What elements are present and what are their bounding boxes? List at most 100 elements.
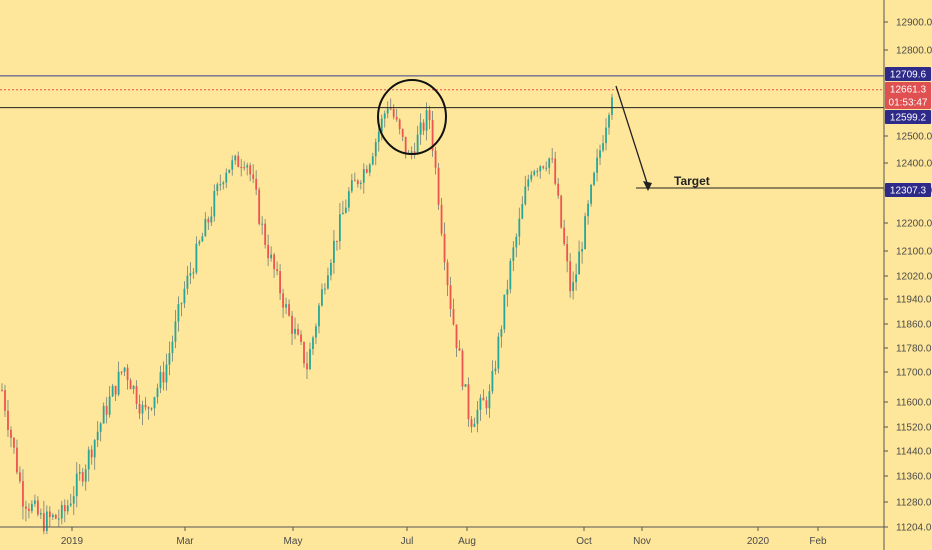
time-tick-label: 2020	[747, 536, 770, 547]
candle-body	[60, 505, 63, 519]
candle-body	[213, 191, 216, 217]
candle-body	[228, 169, 231, 173]
candle-body	[371, 156, 374, 165]
target-arrow-head	[643, 181, 652, 191]
candle-body	[581, 249, 583, 252]
candle-body	[488, 391, 491, 409]
candle-body	[461, 350, 464, 387]
candle-body	[551, 158, 554, 160]
price-tick-label: 12020.0	[896, 272, 932, 283]
highlight-circle[interactable]	[377, 79, 447, 155]
price-tick-label: 11204.0	[896, 523, 932, 534]
time-axis[interactable]: 2019 Mar May Jul Aug Oct Nov 2020 Feb	[61, 527, 827, 547]
candle-body	[297, 328, 299, 335]
candle-body	[102, 405, 105, 424]
time-tick-label: May	[284, 536, 303, 547]
candle-body	[413, 151, 416, 155]
candle-body	[16, 447, 18, 473]
candle-body	[186, 275, 189, 289]
candle-body	[602, 143, 604, 151]
price-tick-label: 12400.0	[896, 159, 932, 170]
levels-layer	[0, 75, 884, 189]
candle-body	[25, 506, 27, 509]
candle-body	[10, 429, 12, 438]
candle-body	[596, 157, 598, 173]
candle-body	[72, 496, 75, 504]
price-tick-label: 11280.0	[896, 498, 932, 509]
candle-body	[33, 500, 36, 504]
candle-body	[344, 207, 347, 213]
candle-body	[99, 423, 102, 432]
candle-body	[611, 97, 613, 115]
price-axis[interactable]: 12900.012800.012500.012400.012300.012200…	[884, 18, 932, 534]
candle-body	[195, 243, 198, 273]
candle-body	[201, 236, 204, 242]
candle-body	[377, 132, 380, 142]
candle-body	[135, 385, 138, 404]
candle-body	[392, 109, 395, 117]
candle-body	[291, 315, 293, 334]
candle-body	[13, 437, 15, 448]
candle-body	[368, 164, 371, 173]
candle-body	[545, 167, 548, 169]
candle-body	[129, 380, 132, 390]
candle-body	[294, 328, 296, 334]
price-badge-label: 12661.3	[890, 85, 927, 96]
candle-body	[255, 178, 258, 190]
annotations-layer: Target	[377, 79, 710, 191]
candle-body	[449, 285, 452, 310]
candle-body	[479, 397, 482, 410]
candle-body	[1, 390, 3, 391]
price-tick-label: 11520.0	[896, 423, 932, 434]
price-tick-label: 11360.0	[896, 472, 932, 483]
candle-body	[383, 113, 386, 119]
candle-body	[318, 305, 320, 327]
candle-body	[54, 514, 57, 519]
candle-body	[19, 472, 21, 482]
candle-body	[96, 431, 99, 441]
price-tick-label: 11940.0	[896, 295, 932, 306]
price-badges: 12709.6 12661.3 01:53:47 12599.2 12307.3	[885, 67, 931, 197]
candle-body	[587, 203, 589, 217]
price-tick-label: 12800.0	[896, 46, 932, 57]
candle-body	[171, 341, 174, 354]
candle-body	[566, 243, 569, 262]
candle-body	[572, 282, 575, 292]
candle-body	[28, 508, 30, 512]
price-badge	[885, 82, 931, 96]
candle-body	[57, 518, 60, 520]
candle-body	[542, 166, 545, 168]
candle-body	[401, 129, 404, 137]
candle-body	[324, 288, 326, 290]
candle-body	[90, 449, 93, 458]
price-badge	[885, 110, 931, 124]
candle-body	[63, 505, 66, 512]
price-tick-label: 11860.0	[896, 320, 932, 331]
candle-body	[353, 180, 356, 182]
candle-body	[234, 155, 237, 161]
candles-layer	[1, 93, 613, 535]
time-tick-label: Oct	[576, 536, 592, 547]
candle-body	[267, 244, 270, 259]
candle-body	[374, 141, 377, 157]
candle-body	[458, 348, 461, 351]
candle-body	[527, 179, 530, 187]
candle-body	[347, 191, 350, 208]
candle-body	[440, 204, 443, 234]
target-arrow-line	[615, 85, 649, 187]
candle-body	[75, 473, 78, 497]
candle-body	[530, 174, 533, 180]
candle-body	[321, 289, 323, 306]
candle-body	[174, 321, 177, 342]
candle-body	[476, 409, 479, 424]
candle-body	[192, 272, 195, 274]
candle-body	[309, 349, 311, 370]
candle-body	[249, 165, 252, 175]
candle-body	[509, 260, 512, 290]
candle-body	[605, 127, 607, 144]
price-tick-label: 11700.0	[896, 368, 932, 379]
candle-body	[560, 195, 563, 228]
candle-body	[548, 158, 551, 168]
candle-body	[66, 505, 69, 512]
